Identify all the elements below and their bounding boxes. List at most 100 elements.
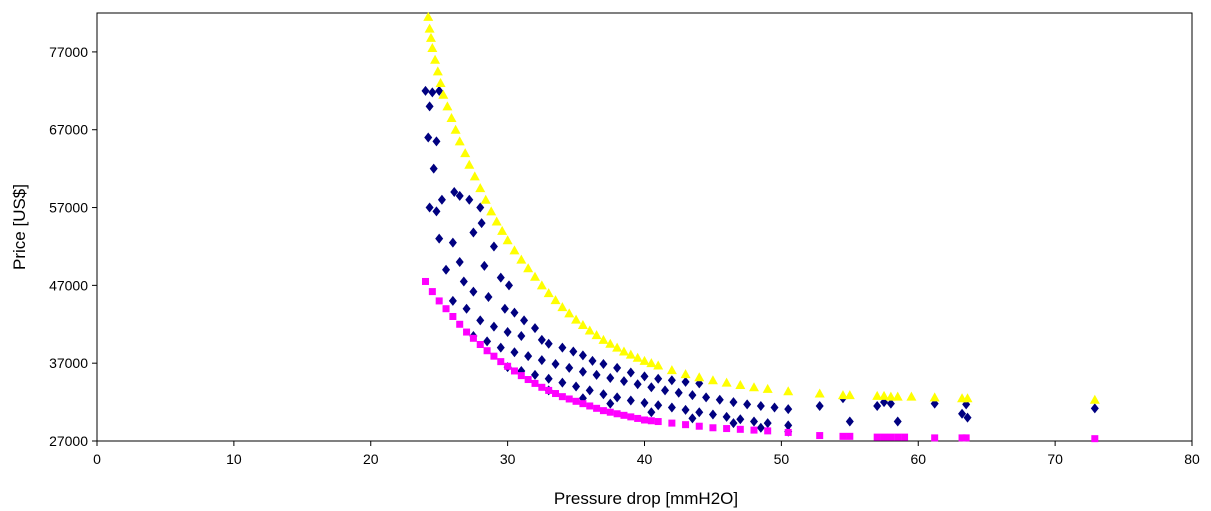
triangle-point xyxy=(605,338,616,348)
triangle-point xyxy=(749,382,759,392)
square-point xyxy=(873,433,881,441)
y-tick-label: 37000 xyxy=(49,355,88,371)
triangle-point xyxy=(707,375,718,385)
triangle-point xyxy=(625,349,636,359)
triangle-point xyxy=(550,295,561,305)
diamond-point xyxy=(750,416,758,427)
square-point xyxy=(750,426,758,434)
x-tick-label: 60 xyxy=(910,451,926,467)
square-point xyxy=(880,433,888,441)
diamond-point xyxy=(483,336,492,347)
triangle-point xyxy=(632,352,643,362)
triangle-point xyxy=(571,314,582,324)
x-axis-label: Pressure drop [mmH2O] xyxy=(554,489,738,508)
square-point xyxy=(668,419,676,427)
triangle-point xyxy=(962,393,973,403)
square-point xyxy=(654,418,662,426)
diamond-point xyxy=(442,264,451,275)
square-point xyxy=(558,393,566,401)
triangle-point xyxy=(879,390,890,400)
triangle-point xyxy=(454,136,465,146)
diamond-point xyxy=(815,400,824,411)
triangle-point xyxy=(844,390,855,400)
triangle-point xyxy=(427,43,438,53)
triangle-point xyxy=(814,388,825,398)
diamond-point xyxy=(599,389,608,400)
square-point xyxy=(476,341,484,349)
diamond-point xyxy=(455,190,464,201)
square-point xyxy=(483,347,491,355)
triangle-point xyxy=(423,11,434,21)
diamond-point xyxy=(476,315,485,326)
square-point xyxy=(894,433,902,441)
diamond-point xyxy=(695,407,704,418)
square-point xyxy=(620,411,628,419)
triangle-point xyxy=(486,206,497,216)
square-point xyxy=(613,410,621,418)
square-point xyxy=(442,305,450,313)
diamond-point xyxy=(531,323,539,334)
diamond-point xyxy=(756,422,765,433)
triangle-point xyxy=(885,391,896,401)
x-tick-label: 0 xyxy=(93,451,101,467)
triangle-point xyxy=(430,54,441,64)
y-tick-label: 67000 xyxy=(49,122,88,138)
y-axis: 27000 37000 47000 57000 67000 77000 xyxy=(49,44,97,449)
triangle-point xyxy=(523,263,534,273)
diamond-point xyxy=(448,295,457,306)
diamond-point xyxy=(558,342,567,353)
x-axis: 0 10 20 30 40 50 60 70 80 xyxy=(93,441,1200,467)
diamond-point xyxy=(484,292,493,303)
diamond-point xyxy=(572,381,581,392)
square-point xyxy=(504,362,512,370)
diamond-point xyxy=(647,382,656,393)
diamond-point xyxy=(496,342,505,353)
square-point xyxy=(723,425,731,433)
square-point xyxy=(784,428,792,436)
diamond-point xyxy=(606,398,615,409)
triangle-point xyxy=(892,391,903,401)
diamond-point xyxy=(626,395,635,406)
diamond-point xyxy=(480,260,489,271)
diamond-point xyxy=(544,338,553,349)
diamond-point xyxy=(476,202,485,213)
diamond-point xyxy=(455,257,464,268)
square-point xyxy=(565,395,573,403)
diamond-point xyxy=(667,375,676,386)
diamond-point xyxy=(432,136,441,147)
diamond-point xyxy=(681,376,690,387)
data-points xyxy=(421,11,1100,443)
x-tick-label: 40 xyxy=(637,451,653,467)
triangle-point xyxy=(646,358,657,368)
square-point xyxy=(524,376,532,384)
triangle-point xyxy=(906,391,917,401)
square-point xyxy=(599,407,607,415)
series-square xyxy=(422,277,1099,443)
diamond-point xyxy=(551,358,560,369)
diamond-point xyxy=(599,358,608,369)
square-point xyxy=(887,433,895,441)
triangle-point xyxy=(464,159,475,169)
triangle-point xyxy=(491,216,502,226)
triangle-point xyxy=(666,365,677,375)
triangle-point xyxy=(435,78,446,88)
diamond-point xyxy=(537,334,546,345)
diamond-point xyxy=(432,206,441,217)
square-point xyxy=(962,434,970,442)
square-point xyxy=(958,434,966,442)
diamond-point xyxy=(462,303,471,314)
diamond-point xyxy=(578,366,587,377)
triangle-point xyxy=(762,383,773,393)
diamond-point xyxy=(893,416,902,427)
square-point xyxy=(736,425,744,433)
diamond-point xyxy=(448,237,457,248)
diamond-point xyxy=(510,307,519,318)
diamond-point xyxy=(784,420,793,431)
square-point xyxy=(579,400,587,408)
diamond-point xyxy=(722,411,731,422)
diamond-point xyxy=(435,233,444,244)
triangle-point xyxy=(432,66,443,76)
diamond-point xyxy=(510,347,519,358)
triangle-point xyxy=(872,390,883,400)
